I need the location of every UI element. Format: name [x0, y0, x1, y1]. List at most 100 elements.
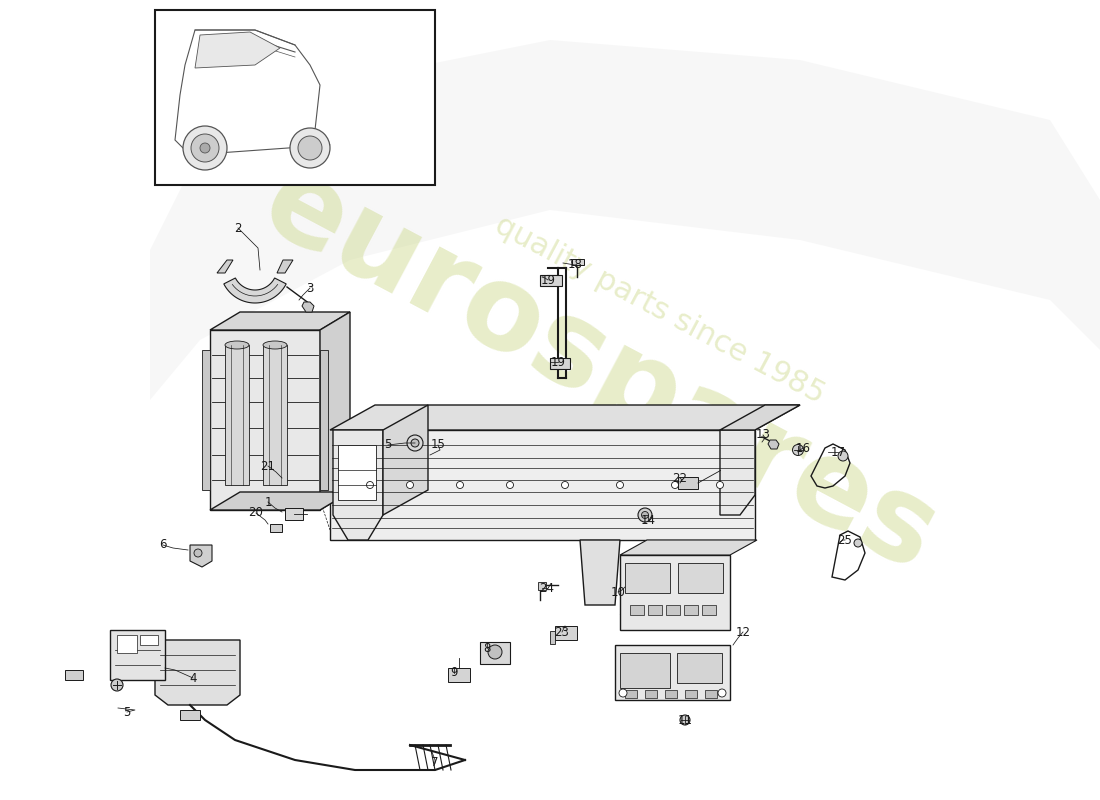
Circle shape [111, 679, 123, 691]
Polygon shape [285, 508, 303, 520]
Bar [556, 626, 578, 640]
Polygon shape [720, 405, 800, 430]
Circle shape [298, 136, 322, 160]
Bar [705, 690, 717, 698]
Ellipse shape [226, 341, 249, 349]
Circle shape [838, 451, 848, 461]
Circle shape [194, 549, 202, 557]
Circle shape [488, 645, 502, 659]
Text: 25: 25 [837, 534, 852, 546]
Text: 5: 5 [384, 438, 392, 451]
Text: 19: 19 [540, 274, 556, 286]
Text: 20: 20 [249, 506, 263, 519]
Circle shape [366, 482, 374, 489]
Text: 22: 22 [672, 471, 688, 485]
Polygon shape [190, 545, 212, 567]
Bar [550, 358, 570, 369]
Polygon shape [330, 405, 800, 430]
Polygon shape [383, 405, 428, 515]
Bar [180, 710, 200, 720]
Circle shape [456, 482, 463, 489]
Polygon shape [620, 540, 757, 555]
Bar [226, 345, 249, 485]
Circle shape [561, 482, 569, 489]
Polygon shape [572, 259, 584, 265]
Circle shape [191, 134, 219, 162]
Text: 2: 2 [234, 222, 242, 234]
Polygon shape [320, 312, 350, 510]
Bar [448, 668, 470, 682]
Bar [702, 605, 716, 615]
Bar [630, 605, 644, 615]
Text: quality parts since 1985: quality parts since 1985 [491, 210, 829, 410]
Circle shape [854, 539, 862, 547]
Polygon shape [330, 430, 755, 540]
Text: 23: 23 [554, 626, 570, 638]
Circle shape [407, 435, 424, 451]
Circle shape [792, 445, 803, 455]
Text: 18: 18 [568, 258, 582, 271]
Text: 13: 13 [756, 429, 770, 442]
Polygon shape [195, 32, 280, 68]
Text: 7: 7 [431, 757, 439, 770]
Bar [620, 653, 670, 688]
Circle shape [619, 689, 627, 697]
Bar [676, 653, 722, 683]
Text: 9: 9 [450, 666, 458, 679]
Bar [110, 630, 165, 680]
Text: 5: 5 [123, 706, 131, 718]
Text: 3: 3 [306, 282, 313, 294]
Text: 19: 19 [550, 355, 565, 369]
Polygon shape [150, 40, 1100, 400]
Bar [538, 582, 546, 590]
Bar [620, 555, 730, 630]
Text: 6: 6 [160, 538, 167, 551]
Bar [625, 690, 637, 698]
Polygon shape [175, 30, 330, 155]
Circle shape [680, 715, 690, 725]
Polygon shape [155, 640, 240, 705]
Text: 16: 16 [795, 442, 811, 454]
Circle shape [506, 482, 514, 489]
Bar [338, 445, 376, 500]
Bar [155, 10, 434, 185]
Ellipse shape [263, 341, 287, 349]
Bar [666, 605, 680, 615]
Polygon shape [550, 631, 556, 644]
Circle shape [718, 689, 726, 697]
Bar [270, 524, 282, 532]
Text: 4: 4 [189, 671, 197, 685]
Circle shape [716, 482, 724, 489]
Bar [685, 690, 697, 698]
Circle shape [641, 511, 649, 518]
Polygon shape [320, 350, 328, 490]
Text: 24: 24 [539, 582, 554, 594]
Text: eurospares: eurospares [243, 144, 956, 596]
Bar [645, 690, 657, 698]
Text: 1: 1 [264, 495, 272, 509]
Bar [684, 605, 699, 615]
Text: 10: 10 [610, 586, 626, 598]
Bar [648, 605, 662, 615]
Text: 17: 17 [830, 446, 846, 458]
Polygon shape [720, 430, 755, 515]
Text: 8: 8 [483, 642, 491, 654]
Polygon shape [302, 302, 313, 312]
Circle shape [407, 482, 414, 489]
Polygon shape [768, 440, 779, 449]
Bar [65, 670, 82, 680]
Polygon shape [277, 260, 293, 273]
Bar [140, 635, 158, 645]
Bar [540, 275, 562, 286]
Polygon shape [210, 492, 350, 510]
Circle shape [616, 482, 624, 489]
Circle shape [290, 128, 330, 168]
Circle shape [183, 126, 227, 170]
Bar [625, 563, 670, 593]
Bar [678, 563, 723, 593]
Polygon shape [202, 350, 210, 490]
Polygon shape [210, 330, 320, 510]
Circle shape [638, 508, 652, 522]
Text: 14: 14 [640, 514, 656, 526]
Circle shape [671, 482, 679, 489]
